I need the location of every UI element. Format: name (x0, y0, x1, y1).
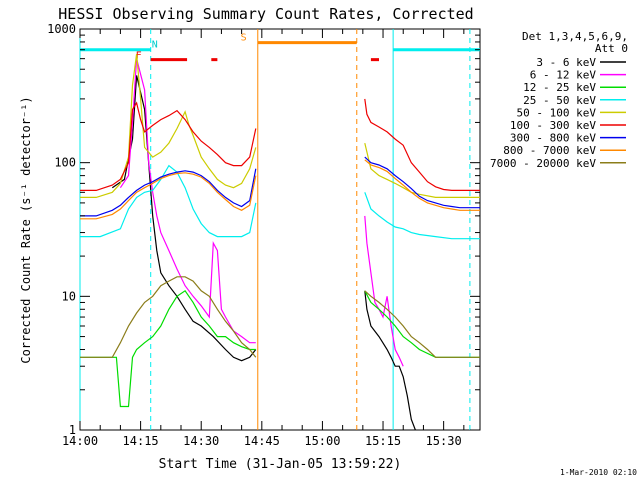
series-line-8 (80, 276, 257, 358)
x-tick-label: 14:30 (183, 434, 219, 448)
series-line-4 (364, 142, 480, 198)
legend-entry-label: 3 - 6 keV (536, 56, 596, 69)
y-axis-label: Corrected Count Rate (s⁻¹ detector⁻¹) (19, 96, 33, 363)
legend-entry-label: 100 - 300 keV (510, 119, 596, 132)
y-axis: 1 10 100 1000 (47, 22, 480, 437)
legend-header-line-1: Det 1,3,4,5,6,9, (522, 30, 628, 43)
series-line-5 (364, 98, 480, 191)
y-tick-label: 10 (62, 289, 76, 303)
series-line-3 (364, 192, 480, 240)
series-line-6 (80, 168, 257, 217)
series-line-6 (364, 156, 480, 209)
series-line-3 (80, 164, 257, 238)
series-line-0 (364, 290, 416, 431)
series-line-8 (364, 290, 480, 358)
series-line-7 (80, 172, 257, 220)
annotation-label: N (152, 39, 158, 50)
legend-entry-label: 800 - 7000 keV (503, 144, 596, 157)
x-tick-label: 15:00 (304, 434, 340, 448)
y-tick-label: 1 (69, 423, 76, 437)
series-line-5 (80, 101, 257, 191)
legend-entry-label: 50 - 100 keV (517, 106, 597, 119)
x-tick-label: 14:15 (123, 434, 159, 448)
x-axis: 14:00 14:15 14:30 14:45 15:00 15:15 15:30 (62, 29, 465, 448)
series-line-2 (364, 290, 480, 358)
footer-timestamp: 1-Mar-2010 02:10 (560, 468, 637, 477)
series-line-7 (364, 159, 480, 211)
legend-header-line-2: Att 0 (595, 42, 628, 55)
annotation-label: F (136, 51, 142, 62)
series-line-4 (80, 53, 257, 198)
x-tick-label: 15:15 (365, 434, 401, 448)
legend-entry-label: 7000 - 20000 keV (490, 157, 596, 170)
chart-title: HESSI Observing Summary Count Rates, Cor… (58, 5, 473, 23)
legend-entry-label: 12 - 25 keV (523, 81, 596, 94)
annotation-label: S (241, 33, 247, 44)
plot-area: NF S (79, 28, 481, 431)
x-tick-label: 14:45 (244, 434, 280, 448)
y-tick-label: 100 (54, 156, 76, 170)
series-line-2 (80, 289, 256, 408)
x-tick-label: 14:00 (62, 434, 98, 448)
y-tick-label: 1000 (47, 22, 76, 36)
legend-entry-label: 6 - 12 keV (530, 69, 597, 82)
x-axis-label: Start Time (31-Jan-05 13:59:22) (159, 457, 402, 472)
x-tick-label: 15:30 (426, 434, 462, 448)
legend-entry-label: 25 - 50 keV (523, 94, 596, 107)
legend-entry-label: 300 - 800 keV (510, 132, 596, 145)
series-line-1 (364, 215, 404, 367)
series-line-1 (119, 58, 256, 344)
